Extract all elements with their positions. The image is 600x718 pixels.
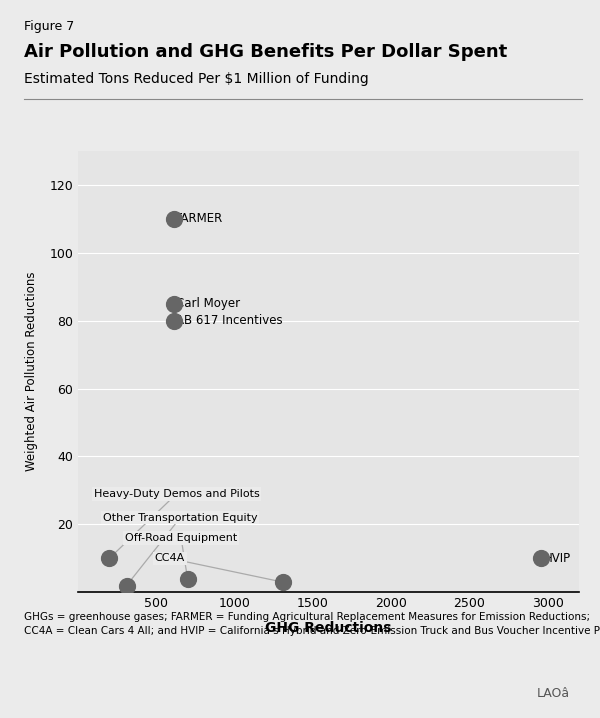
- Text: GHGs = greenhouse gases; FARMER = Funding Agricultural Replacement Measures for : GHGs = greenhouse gases; FARMER = Fundin…: [24, 612, 590, 622]
- X-axis label: GHG Reductions: GHG Reductions: [265, 621, 392, 635]
- Point: [122, 580, 131, 592]
- Text: Heavy-Duty Demos and Pilots: Heavy-Duty Demos and Pilots: [94, 489, 259, 559]
- Text: HVIP: HVIP: [544, 552, 571, 565]
- Text: CC4A = Clean Cars 4 All; and HVIP = California’s Hybrid and Zero-Emission Truck : CC4A = Clean Cars 4 All; and HVIP = Cali…: [24, 626, 600, 636]
- Point: [536, 553, 546, 564]
- Point: [104, 553, 114, 564]
- Y-axis label: Weighted Air Pollution Reductions: Weighted Air Pollution Reductions: [25, 272, 38, 471]
- Text: AB 617 Incentives: AB 617 Incentives: [176, 314, 283, 327]
- Point: [183, 573, 193, 584]
- Text: Off-Road Equipment: Off-Road Equipment: [125, 533, 237, 579]
- Text: FARMER: FARMER: [176, 213, 224, 225]
- Point: [169, 213, 178, 225]
- Text: LAOâ: LAOâ: [537, 687, 570, 700]
- Text: CC4A: CC4A: [155, 554, 283, 582]
- Text: Carl Moyer: Carl Moyer: [176, 297, 241, 310]
- Point: [169, 298, 178, 309]
- Text: Other Transportation Equity: Other Transportation Equity: [103, 513, 257, 586]
- Text: Air Pollution and GHG Benefits Per Dollar Spent: Air Pollution and GHG Benefits Per Dolla…: [24, 43, 507, 61]
- Point: [278, 577, 288, 588]
- Point: [169, 315, 178, 327]
- Text: Figure 7: Figure 7: [24, 20, 74, 33]
- Text: Estimated Tons Reduced Per $1 Million of Funding: Estimated Tons Reduced Per $1 Million of…: [24, 72, 369, 85]
